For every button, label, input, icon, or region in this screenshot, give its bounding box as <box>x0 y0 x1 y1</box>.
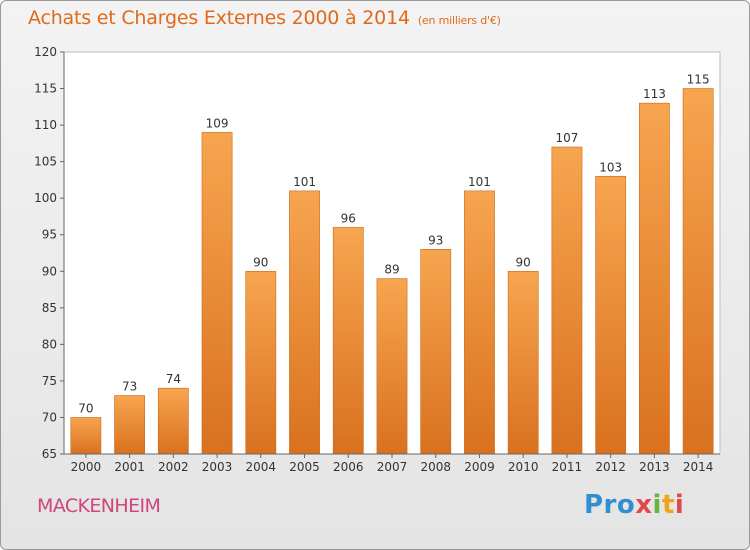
y-tick-label: 95 <box>42 228 57 242</box>
bar-2010 <box>507 270 539 455</box>
y-tick-label: 65 <box>42 447 57 461</box>
data-label-2003: 109 <box>206 116 229 130</box>
data-label-2000: 70 <box>78 401 93 415</box>
bar-2007 <box>376 278 408 455</box>
x-tick-label-2000: 2000 <box>71 460 102 474</box>
y-tick-label: 115 <box>34 82 57 96</box>
x-tick-label-2012: 2012 <box>595 460 626 474</box>
data-label-2011: 107 <box>555 131 578 145</box>
bar-2014 <box>682 88 714 455</box>
data-label-2001: 73 <box>122 380 137 394</box>
data-label-2004: 90 <box>253 255 268 269</box>
x-tick-label-2014: 2014 <box>683 460 714 474</box>
x-axis: 2000 2001 2002 2003 2004 2005 2006 2007 2008 2009… <box>64 453 720 474</box>
data-label-2006: 96 <box>341 211 356 225</box>
y-tick-label: 100 <box>34 191 57 205</box>
bar-2012 <box>595 175 627 455</box>
data-label-2012: 103 <box>599 160 622 174</box>
y-tick-label: 75 <box>42 374 57 388</box>
x-tick-label-2005: 2005 <box>289 460 320 474</box>
chart-subtitle: (en milliers d'€) <box>417 14 501 27</box>
x-tick-label-2002: 2002 <box>158 460 189 474</box>
y-axis: 65 70 75 80 85 90 95 100 105 110 115 120 <box>34 45 65 461</box>
y-tick-label: 85 <box>42 301 57 315</box>
bars-group <box>70 88 714 455</box>
data-labels: 70 73 74 109 90 101 96 89 93 101 90 107 103 113 115 <box>78 73 709 416</box>
x-tick-label-2011: 2011 <box>552 460 583 474</box>
logo-part-5: i <box>674 490 685 520</box>
data-label-2007: 89 <box>384 263 399 277</box>
bar-2005 <box>289 190 320 455</box>
y-tick-label: 80 <box>42 337 57 351</box>
data-label-2009: 101 <box>468 175 491 189</box>
bar-2009 <box>464 190 495 455</box>
x-tick-label-2010: 2010 <box>508 460 539 474</box>
data-label-2005: 101 <box>293 175 316 189</box>
bar-2006 <box>332 227 364 455</box>
x-tick-label-2003: 2003 <box>202 460 233 474</box>
data-label-2014: 115 <box>687 73 710 87</box>
y-tick-label: 110 <box>34 118 57 132</box>
chart-title-text: Achats et Charges Externes 2000 à 2014 <box>28 7 410 29</box>
x-tick-label-2007: 2007 <box>377 460 408 474</box>
x-tick-label-2008: 2008 <box>420 460 451 474</box>
chart-title: Achats et Charges Externes 2000 à 2014 (e… <box>28 7 501 29</box>
data-label-2010: 90 <box>516 255 531 269</box>
proxiti-logo: Proxiti <box>584 490 684 520</box>
bar-2002 <box>157 387 189 455</box>
place-name: MACKENHEIM <box>37 495 161 517</box>
logo-part-4: t <box>661 490 675 520</box>
bar-2011 <box>551 146 583 455</box>
y-tick-label: 70 <box>42 410 57 424</box>
y-tick-label: 105 <box>34 155 57 169</box>
bar-2000 <box>70 417 102 455</box>
logo-part-3: i <box>652 490 662 520</box>
logo-part-2: x <box>635 490 653 520</box>
bar-2013 <box>639 102 670 455</box>
bar-2003 <box>201 132 233 455</box>
bar-2008 <box>420 249 452 455</box>
data-label-2002: 74 <box>166 372 181 386</box>
y-tick-label: 90 <box>42 264 57 278</box>
y-tick-label: 120 <box>34 45 57 59</box>
data-label-2013: 113 <box>643 87 666 101</box>
x-tick-label-2004: 2004 <box>246 460 277 474</box>
data-label-2008: 93 <box>428 233 443 247</box>
x-tick-label-2006: 2006 <box>333 460 364 474</box>
logo-part-1: Pro <box>584 490 636 520</box>
bar-2001 <box>114 395 145 455</box>
x-tick-label-2001: 2001 <box>114 460 145 474</box>
x-tick-label-2009: 2009 <box>464 460 495 474</box>
x-tick-label-2013: 2013 <box>639 460 670 474</box>
bar-2004 <box>245 270 277 455</box>
